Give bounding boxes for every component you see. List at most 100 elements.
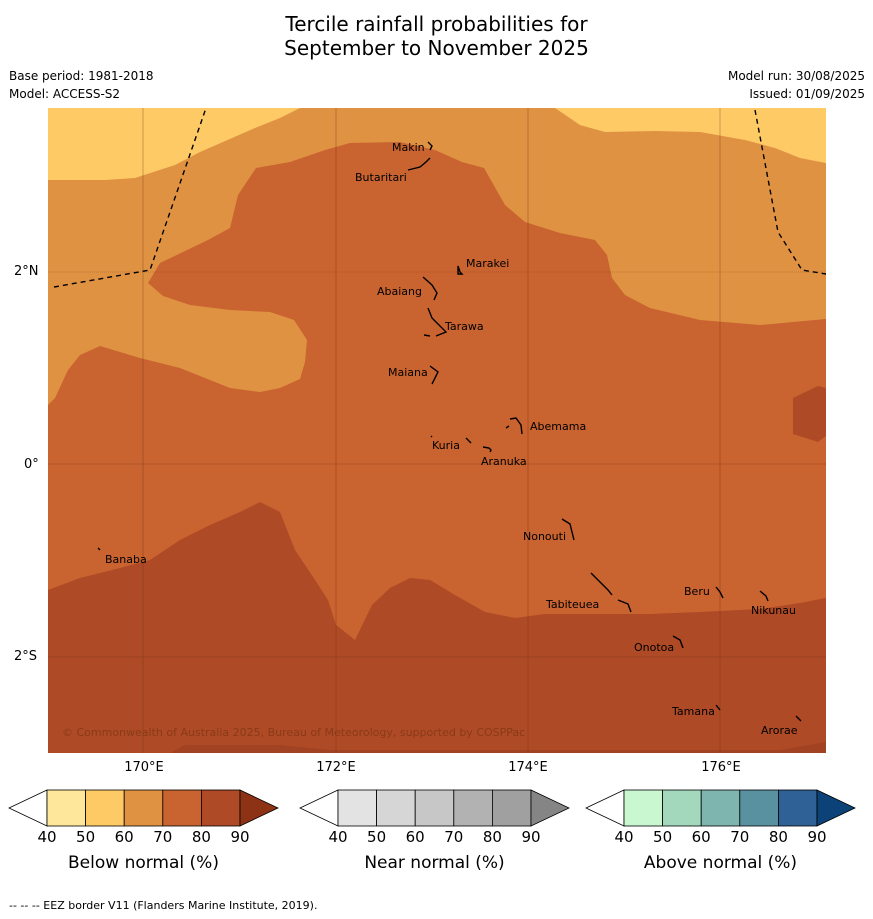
copyright-notice: © Commonwealth of Australia 2025, Bureau… (62, 726, 525, 739)
below-colorbar-tick: 80 (191, 828, 211, 846)
below-colorbar-tick: 50 (76, 828, 96, 846)
above-colorbar-segment (623, 789, 663, 827)
below-colorbar-segment (46, 789, 86, 827)
near-colorbar-segment (376, 789, 416, 827)
near-colorbar-segment (453, 789, 493, 827)
above-colorbar-low-extension (585, 789, 625, 827)
issued-date: Issued: 01/09/2025 (749, 87, 865, 101)
label-arorae: Arorae (761, 724, 798, 737)
island-butaritari (407, 157, 431, 171)
above-colorbar-segment (700, 789, 741, 827)
above-colorbar-tick: 50 (653, 828, 673, 846)
lat-label-0: 0° (24, 457, 39, 472)
near-colorbar-tick: 40 (328, 828, 348, 846)
colorbars (8, 789, 856, 827)
label-kuria: Kuria (432, 439, 460, 452)
near-colorbar-segment (337, 789, 377, 827)
above-colorbar-segment (778, 789, 818, 827)
lon-label-174e: 174°E (508, 760, 548, 775)
probability-fill: Makin Butaritari Marakei Abaiang Tarawa … (48, 108, 826, 753)
island-abemama (505, 417, 523, 435)
below-colorbar-high-extension (239, 789, 279, 827)
near-colorbar-high-extension (530, 789, 570, 827)
above-colorbar-tick: 90 (807, 828, 827, 846)
island-banaba (97, 547, 101, 551)
label-tamana: Tamana (671, 705, 715, 718)
below-colorbar-segment (123, 789, 164, 827)
label-onotoa: Onotoa (634, 641, 674, 654)
island-marakei (457, 265, 464, 275)
near-colorbar-tick: 70 (444, 828, 464, 846)
near-colorbar-tick: 80 (482, 828, 502, 846)
below-colorbar-segment (162, 789, 202, 827)
lon-label-170e: 170°E (124, 760, 164, 775)
above-colorbar-high-extension (816, 789, 856, 827)
base-period: Base period: 1981-2018 (9, 69, 154, 83)
label-makin: Makin (392, 141, 425, 154)
lat-label-2s: 2°S (14, 649, 38, 664)
above-colorbar-tick: 80 (768, 828, 788, 846)
above-colorbar-segment (662, 789, 702, 827)
label-maiana: Maiana (388, 366, 428, 379)
label-banaba: Banaba (105, 553, 147, 566)
below-colorbar-label: Below normal (%) (68, 853, 219, 873)
above-colorbar-label: Above normal (%) (643, 853, 798, 873)
above-colorbar-segment (739, 789, 779, 827)
above-colorbar-tick: 40 (614, 828, 634, 846)
model-name: Model: ACCESS-S2 (9, 87, 121, 101)
chart-title: Tercile rainfall probabilities for Septe… (0, 12, 873, 60)
label-butaritari: Butaritari (355, 171, 407, 184)
island-nonouti (561, 518, 575, 541)
label-tarawa: Tarawa (444, 320, 484, 333)
below-colorbar-tick: 60 (114, 828, 134, 846)
above-colorbar-tick: 60 (691, 828, 711, 846)
island-makin (427, 141, 433, 151)
island-kuria (430, 435, 472, 444)
label-beru: Beru (684, 585, 710, 598)
title-line-2: September to November 2025 (284, 36, 589, 60)
island-onotoa (672, 635, 684, 649)
zone-90-strip (170, 742, 826, 753)
lat-label-2n: 2°N (14, 264, 39, 279)
zone-50-60-west (48, 108, 300, 180)
label-marakei: Marakei (466, 257, 509, 270)
below-colorbar-low-extension (8, 789, 48, 827)
island-tamana (715, 704, 721, 711)
meta-right: Model run: 30/08/2025 Issued: 01/09/2025 (728, 67, 865, 103)
lon-label-176e: 176°E (701, 760, 741, 775)
title-line-1: Tercile rainfall probabilities for (285, 12, 588, 36)
label-abaiang: Abaiang (377, 285, 422, 298)
near-colorbar-low-extension (299, 789, 339, 827)
island-arorae (795, 715, 802, 722)
near-colorbar-segment (414, 789, 455, 827)
above-colorbar-tick: 70 (730, 828, 750, 846)
island-tarawa (423, 307, 448, 337)
label-nonouti: Nonouti (523, 530, 566, 543)
zone-80-90-east (793, 386, 826, 442)
island-tabiteuea (590, 572, 632, 613)
label-tabiteuea: Tabiteuea (545, 598, 599, 611)
eez-border (53, 108, 826, 288)
graticule (48, 108, 826, 753)
meta-left: Base period: 1981-2018 Model: ACCESS-S2 (9, 67, 154, 103)
island-maiana (429, 365, 439, 385)
near-colorbar-segment (491, 789, 532, 827)
label-nikunau: Nikunau (751, 604, 796, 617)
island-beru (715, 586, 724, 599)
below-colorbar-tick: 90 (230, 828, 250, 846)
islands (97, 141, 802, 722)
zone-50-60-east (555, 108, 826, 163)
island-abaiang (422, 276, 438, 301)
near-colorbar-tick: 90 (521, 828, 541, 846)
place-labels: Makin Butaritari Marakei Abaiang Tarawa … (105, 141, 798, 737)
below-colorbar-tick: 40 (37, 828, 57, 846)
near-colorbar-label: Near normal (%) (364, 853, 505, 873)
label-abemama: Abemama (530, 420, 586, 433)
below-colorbar-segment (200, 789, 241, 827)
below-colorbar-segment (85, 789, 125, 827)
lon-label-172e: 172°E (316, 760, 356, 775)
zone-80-90-south (48, 502, 826, 753)
near-colorbar-tick: 50 (367, 828, 387, 846)
model-run: Model run: 30/08/2025 (727, 69, 865, 83)
